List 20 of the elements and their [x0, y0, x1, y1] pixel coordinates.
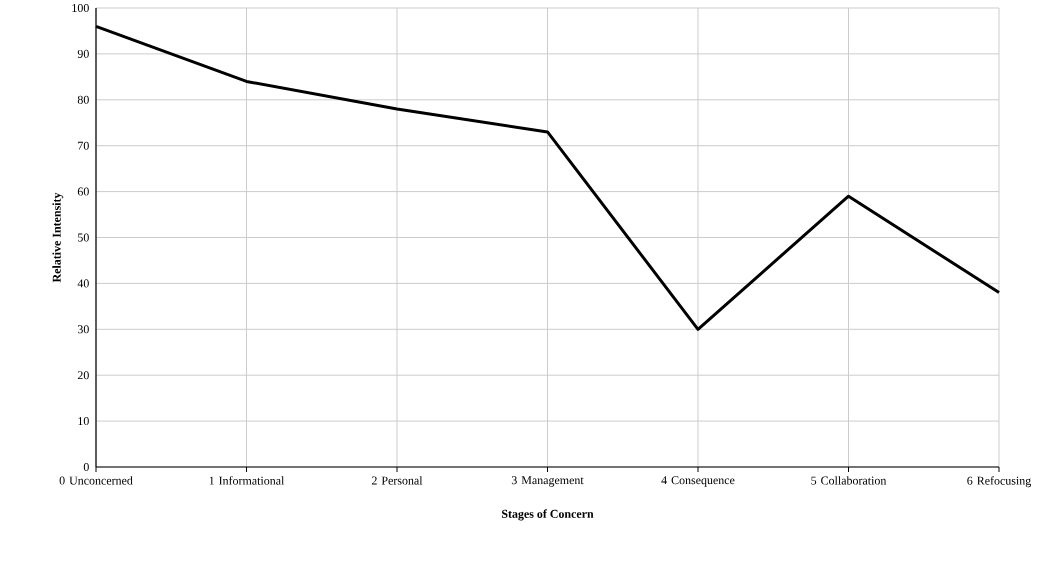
y-tick-label: 50 [78, 233, 89, 242]
x-tick-label: 2 Personal [371, 476, 423, 485]
y-tick-label: 0 [83, 462, 89, 472]
y-tick-label: 70 [78, 141, 89, 150]
y-tick-label: 80 [77, 95, 89, 104]
x-tick-label: 3 Management [511, 476, 584, 487]
y-tick-label: 30 [77, 325, 89, 334]
x-tick-label: 4 Consequence [661, 476, 735, 487]
x-tick-label: 1 Informational [209, 476, 285, 485]
y-tick-label: 10 [78, 417, 89, 426]
x-tick-label: 6 Refocusing [967, 476, 1031, 488]
x-axis-title: Stages of Concern [501, 509, 594, 521]
y-tick-label: 60 [77, 187, 89, 196]
x-tick-label: 5 Collaboration [811, 476, 887, 485]
y-axis-title: Relative Intensity [52, 192, 64, 283]
x-tick-label: 0 Unconcerned [59, 476, 133, 485]
y-tick-label: 40 [77, 279, 89, 288]
y-tick-label: 90 [77, 49, 89, 58]
y-tick-label: 100 [72, 3, 89, 13]
y-tick-label: 20 [77, 371, 89, 380]
